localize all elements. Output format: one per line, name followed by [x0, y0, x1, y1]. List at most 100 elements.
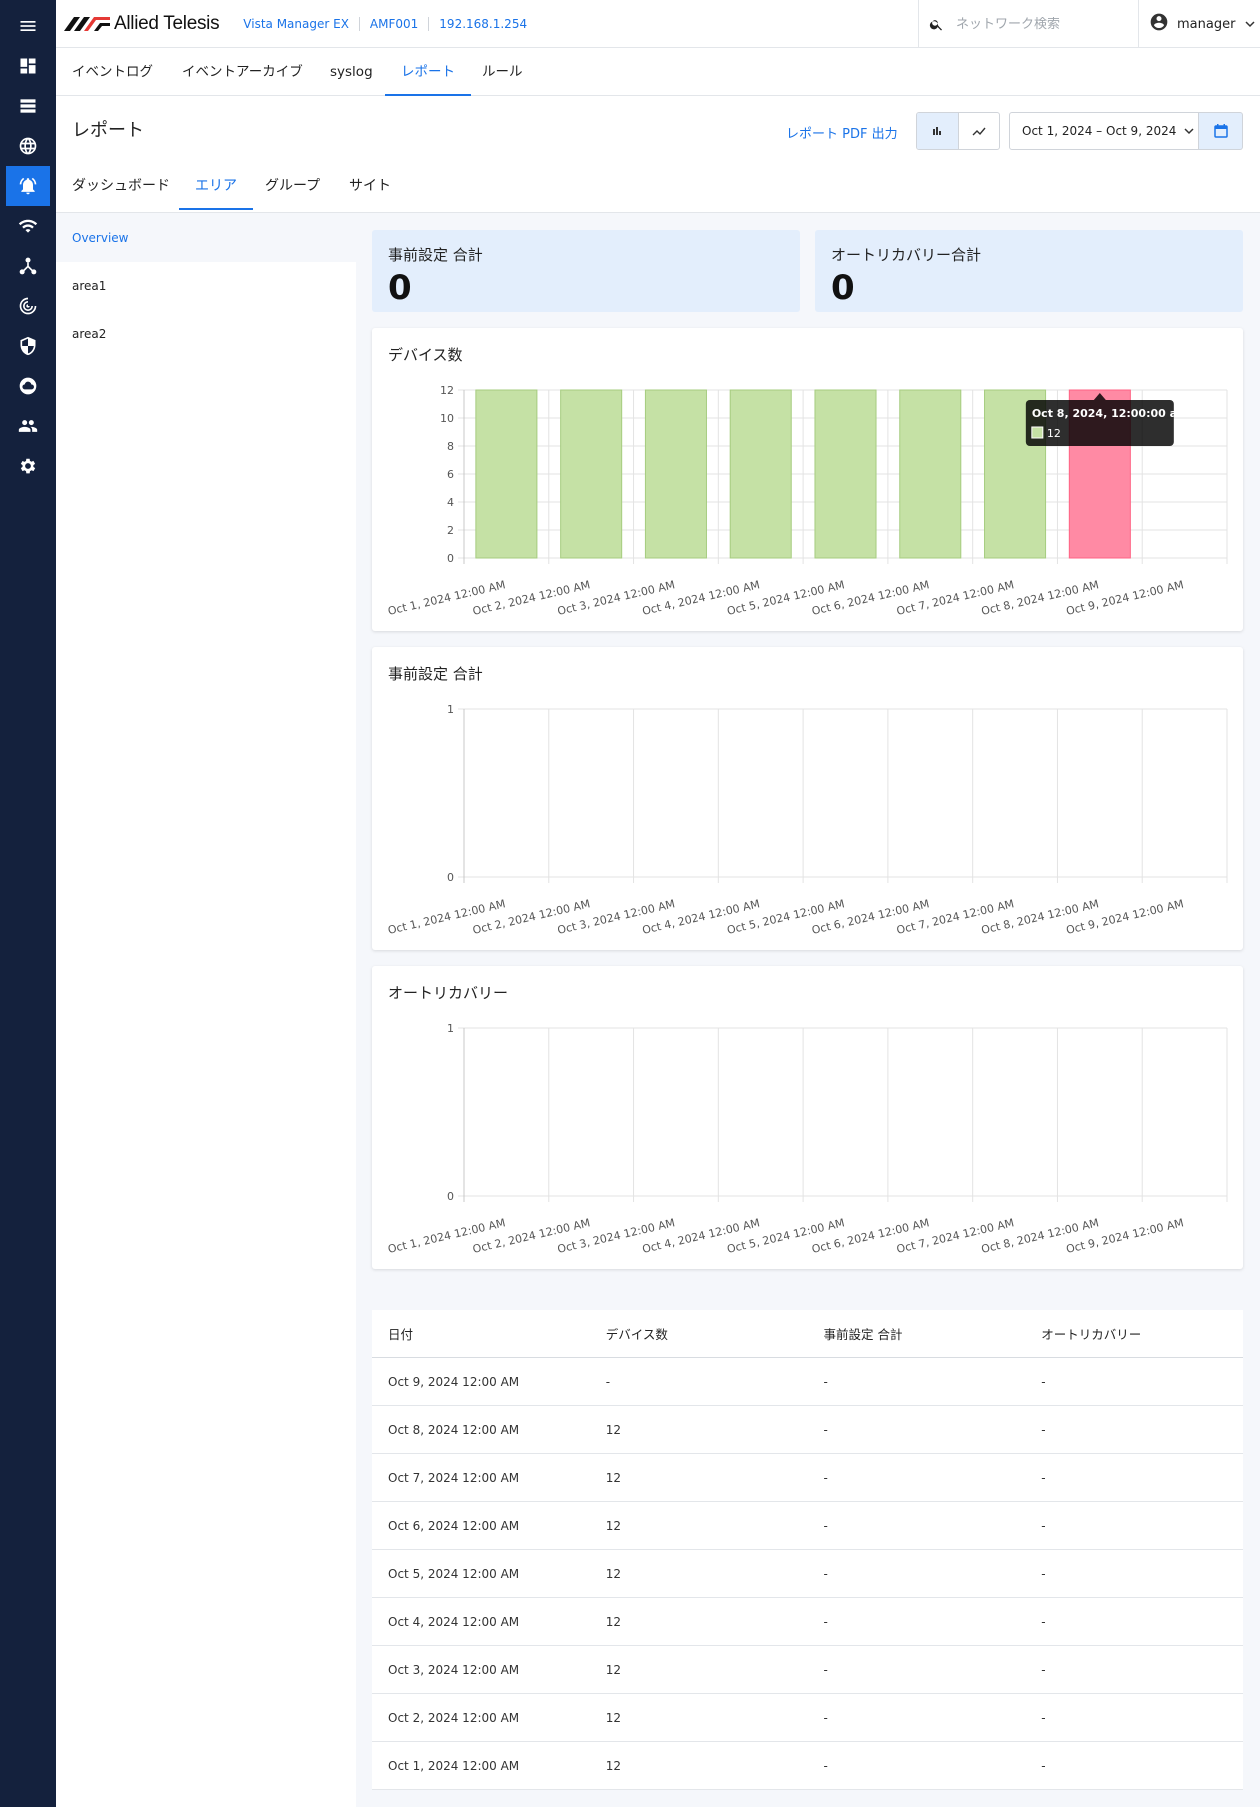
table-row: Oct 4, 2024 12:00 AM 12 - - [372, 1598, 1243, 1646]
bar[interactable] [984, 389, 1047, 559]
tab-report[interactable]: レポート [385, 48, 471, 96]
list-icon[interactable] [6, 86, 50, 126]
table-cell: - [1041, 1614, 1046, 1629]
breadcrumb-ip[interactable]: 192.168.1.254 [428, 16, 537, 31]
table-row: Oct 9, 2024 12:00 AM - - - [372, 1358, 1243, 1406]
menu-icon[interactable] [6, 6, 50, 46]
date-range-select[interactable]: Oct 1, 2024 – Oct 9, 2024 [1009, 112, 1199, 150]
breadcrumb-amf[interactable]: AMF001 [358, 16, 428, 31]
chevron-down-icon [1184, 128, 1194, 135]
table-cell: Oct 6, 2024 12:00 AM [388, 1518, 520, 1533]
globe-icon[interactable] [6, 126, 50, 166]
table-cell: 12 [605, 1614, 622, 1629]
breadcrumb-product[interactable]: Vista Manager EX [243, 16, 349, 31]
table-cell: - [1041, 1710, 1046, 1725]
search-icon [929, 19, 942, 30]
network-search [918, 0, 1138, 48]
table-cell: - [1041, 1662, 1046, 1677]
table-cell: - [605, 1374, 611, 1389]
y-tick-label: 4 [447, 496, 454, 509]
users-icon[interactable] [6, 406, 50, 446]
bar-chart-toggle[interactable] [917, 113, 959, 149]
calendar-button[interactable] [1199, 112, 1243, 150]
tab-syslog[interactable]: syslog [330, 64, 373, 80]
table-cell: - [1041, 1566, 1046, 1581]
report-table: 日付 デバイス数 事前設定 合計 オートリカバリー Oct 9, 2024 12… [372, 1310, 1243, 1790]
table-cell: - [823, 1710, 828, 1725]
y-tick-label: 0 [447, 552, 454, 565]
tab-event-log[interactable]: イベントログ [72, 64, 153, 80]
table-cell: - [1041, 1758, 1046, 1773]
topology-icon[interactable] [6, 246, 50, 286]
table-cell: 12 [605, 1758, 622, 1773]
top-bar: Allied Telesis Vista Manager EX AMF001 1… [56, 0, 1260, 48]
chart-title: デバイス数 [388, 346, 463, 364]
user-menu[interactable]: manager [1138, 0, 1260, 48]
table-cell: 12 [605, 1662, 622, 1677]
chart-title: オートリカバリー [388, 984, 509, 1002]
bar-chart-icon [933, 127, 942, 135]
stat-card-autorecovery-total: オートリカバリー合計 0 [815, 230, 1243, 312]
column-header-preconfig[interactable]: 事前設定 合計 [823, 1327, 903, 1342]
bar[interactable] [644, 389, 707, 559]
search-input[interactable] [956, 16, 1126, 32]
table-cell: Oct 8, 2024 12:00 AM [388, 1422, 520, 1437]
bar[interactable] [899, 389, 962, 559]
table-cell: - [823, 1422, 828, 1437]
bar[interactable] [814, 389, 877, 559]
table-cell: - [823, 1470, 828, 1485]
area-sidebar: Overview area1 area2 [56, 214, 356, 1807]
column-header-date[interactable]: 日付 [388, 1327, 414, 1342]
stat-card-preconfig-total: 事前設定 合計 0 [372, 230, 800, 312]
subtab-site[interactable]: サイト [349, 178, 391, 194]
tab-rules[interactable]: ルール [482, 64, 523, 80]
brand-logo[interactable]: Allied Telesis [64, 12, 220, 35]
y-tick-label: 1 [447, 1022, 454, 1035]
subtab-area[interactable]: エリア [179, 166, 253, 210]
subtab-dashboard[interactable]: ダッシュボード [72, 178, 170, 194]
table-cell: - [823, 1518, 828, 1533]
page-header: レポート レポート PDF 出力 Oct 1, 2024 – Oct 9, 20… [56, 96, 1260, 213]
table-cell: Oct 7, 2024 12:00 AM [388, 1470, 520, 1485]
table-cell: Oct 4, 2024 12:00 AM [388, 1614, 520, 1629]
table-row: Oct 1, 2024 12:00 AM 12 - - [372, 1742, 1243, 1790]
account-icon [1149, 12, 1169, 36]
calendar-icon [1213, 124, 1228, 138]
chart-title: 事前設定 合計 [388, 665, 483, 683]
table-cell: Oct 2, 2024 12:00 AM [388, 1710, 520, 1725]
table-row: Oct 2, 2024 12:00 AM 12 - - [372, 1694, 1243, 1742]
table-row: Oct 6, 2024 12:00 AM 12 - - [372, 1502, 1243, 1550]
tab-event-archive[interactable]: イベントアーカイブ [182, 64, 303, 80]
radar-icon[interactable] [6, 286, 50, 326]
wifi-icon[interactable] [6, 206, 50, 246]
pdf-export-button[interactable]: レポート PDF 出力 [786, 127, 898, 142]
table-cell: - [1041, 1422, 1046, 1437]
settings-icon[interactable] [6, 446, 50, 486]
alarm-bell-icon[interactable] [6, 166, 50, 206]
y-tick-label: 2 [447, 524, 454, 537]
cloud-icon[interactable] [6, 366, 50, 406]
logo-text: Allied Telesis [114, 12, 220, 34]
column-header-autorecovery[interactable]: オートリカバリー [1041, 1327, 1142, 1342]
stat-value: 0 [831, 268, 855, 308]
area-item-overview[interactable]: Overview [56, 214, 356, 262]
shield-icon[interactable] [6, 326, 50, 366]
bar[interactable] [729, 389, 792, 559]
y-tick-label: 0 [447, 871, 454, 884]
table-cell: - [1041, 1470, 1046, 1485]
subtab-group[interactable]: グループ [265, 178, 321, 194]
table-cell: - [823, 1614, 828, 1629]
dashboard-icon[interactable] [6, 46, 50, 86]
main-tabs: イベントログ イベントアーカイブ syslog レポート ルール [56, 48, 1260, 96]
y-tick-label: 6 [447, 468, 454, 481]
chart-card-autorecovery: オートリカバリー 0 1 Oct 1, 2024 12:00 AM Oct 2, 20… [372, 966, 1243, 1269]
column-header-device-count[interactable]: デバイス数 [605, 1327, 668, 1342]
chart-card-device-count: デバイス数 0 2 4 6 8 10 12 Oct 1, 2024 12:00 AM Oct 2… [372, 328, 1243, 631]
area-item-area1[interactable]: area1 [72, 279, 107, 293]
line-chart-toggle[interactable] [959, 113, 1000, 149]
bar[interactable] [560, 389, 623, 559]
area-item-area2[interactable]: area2 [72, 327, 107, 341]
bar[interactable] [475, 389, 538, 559]
